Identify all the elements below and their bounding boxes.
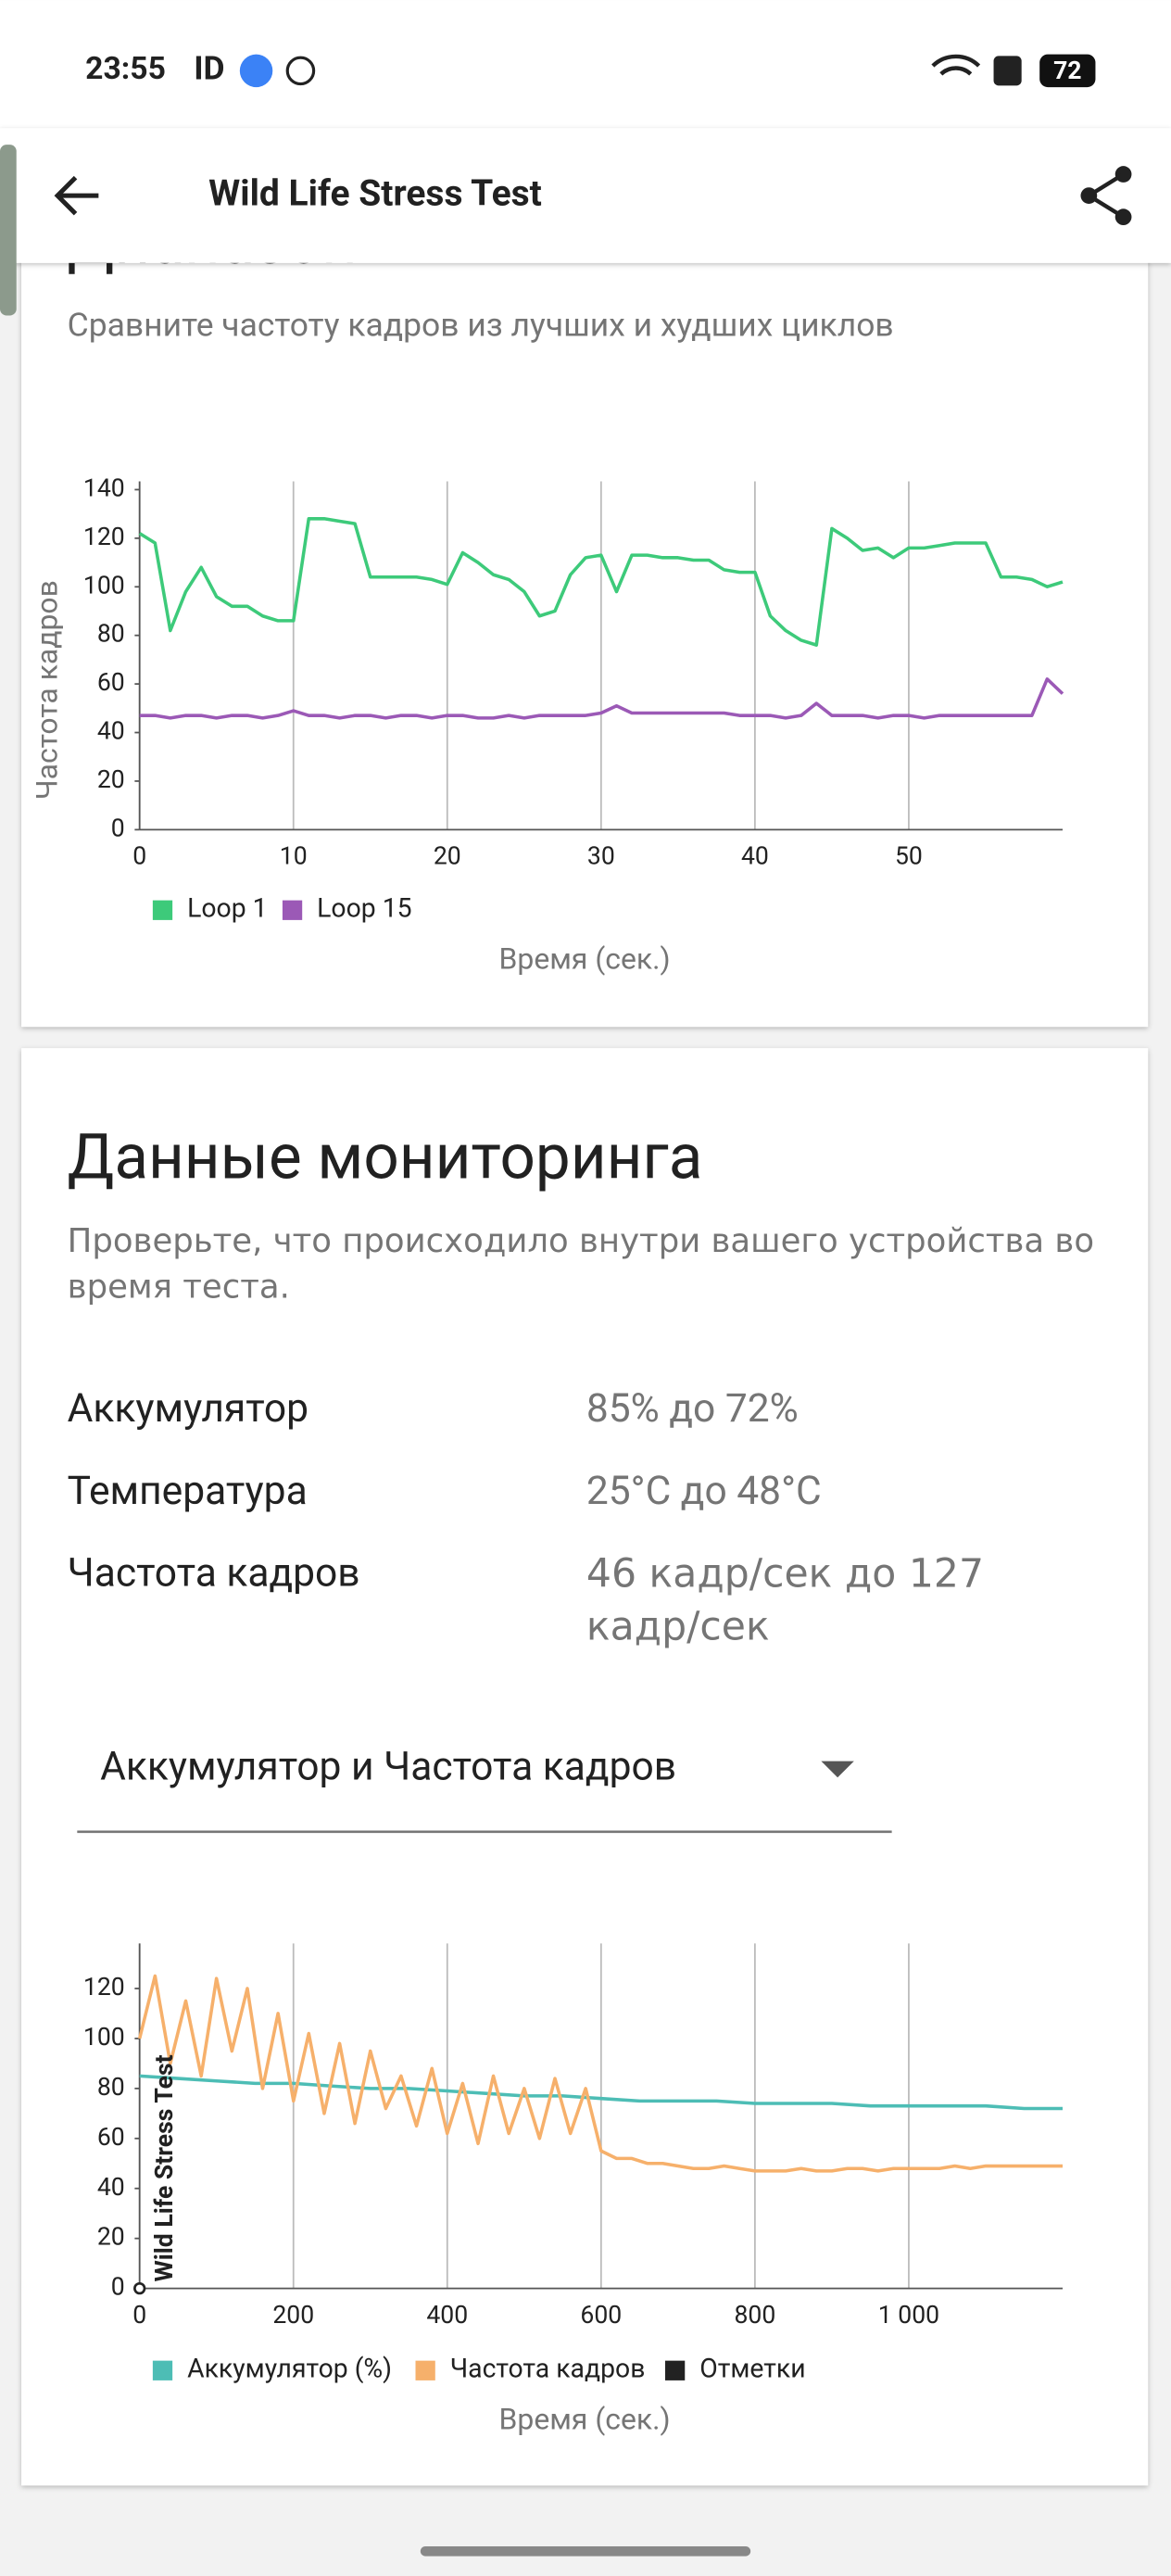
x-tick-label: 30 <box>587 842 615 871</box>
legend-swatch <box>282 900 303 920</box>
marker-point <box>133 2281 146 2295</box>
legend-label: Отметки <box>699 2354 805 2384</box>
y-tick-label: 60 <box>97 668 125 697</box>
legend-swatch <box>415 2360 435 2380</box>
y-tick-label: 40 <box>97 2173 125 2202</box>
home-indicator <box>420 2545 751 2557</box>
x-tick-label: 10 <box>280 842 308 871</box>
status-icon <box>285 56 316 86</box>
dropdown-text[interactable]: Аккумулятор и Частота кадров <box>100 1745 676 1790</box>
battery-level: 72 <box>1053 57 1082 85</box>
annotation: Wild Life Stress Test <box>150 2054 179 2281</box>
monitoring-description: Проверьте, что происходило внутри вашего… <box>67 1220 1095 1307</box>
app-title: Wild Life Stress Test <box>208 171 542 214</box>
y-tick-label: 120 <box>83 1973 125 2001</box>
y-axis-label: Частота кадров <box>30 580 65 800</box>
row-value: 85% до 72% <box>586 1386 799 1432</box>
row-label: Аккумулятор <box>68 1386 308 1432</box>
y-tick-label: 100 <box>83 2023 125 2052</box>
row-label: Частота кадров <box>68 1550 360 1596</box>
x-tick-label: 40 <box>741 842 769 871</box>
y-tick-label: 0 <box>111 814 125 842</box>
wifi-icon <box>931 54 981 76</box>
status-icon <box>993 56 1022 86</box>
legend-label: Частота кадров <box>450 2354 646 2384</box>
y-tick-label: 20 <box>97 2223 125 2252</box>
y-tick-label: 60 <box>97 2123 125 2152</box>
back-button[interactable] <box>54 175 99 216</box>
x-tick-label: 20 <box>434 842 461 871</box>
x-tick-label: 400 <box>426 2301 468 2330</box>
y-tick-label: 20 <box>97 765 125 794</box>
x-tick-label: 200 <box>272 2301 314 2330</box>
data-line <box>137 1974 1063 2173</box>
row-value: 25°C до 48°C <box>586 1469 822 1514</box>
x-tick-label: 0 <box>132 2301 146 2330</box>
x-axis-label: Время (сек.) <box>499 2402 671 2437</box>
status-time: 23:55 <box>85 51 166 87</box>
y-tick-label: 80 <box>97 2073 125 2102</box>
dropdown-arrow[interactable] <box>821 1761 854 1778</box>
y-tick-label: 40 <box>97 717 125 746</box>
x-tick-label: 800 <box>734 2301 775 2330</box>
row-value-box: 46 кадр/сек до 127 кадр/сек <box>586 1550 985 1650</box>
x-tick-label: 50 <box>895 842 923 871</box>
legend-swatch <box>152 2360 173 2380</box>
x-axis-label: Время (сек.) <box>499 941 671 977</box>
range-card <box>21 164 1149 1028</box>
x-tick-label: 600 <box>580 2301 622 2330</box>
status-icon: ID <box>194 49 224 88</box>
y-tick-label: 0 <box>111 2273 125 2302</box>
monitoring-title: Данные мониторинга <box>68 1121 703 1193</box>
x-tick-label: 0 <box>132 842 146 871</box>
app-bar <box>0 128 1171 263</box>
y-tick-label: 140 <box>83 474 125 502</box>
legend-swatch <box>152 900 173 920</box>
y-tick-label: 100 <box>83 571 125 600</box>
row-value: 46 кадр/сек до 127 кадр/сек <box>586 1550 985 1650</box>
legend-label: Loop 1 <box>187 893 268 924</box>
battery-icon <box>1039 54 1096 88</box>
legend-label: Loop 15 <box>317 893 411 924</box>
x-tick-label: 1 000 <box>878 2301 939 2330</box>
legend-swatch <box>664 2360 686 2380</box>
edge-tab <box>0 145 17 316</box>
status-icon <box>239 54 273 88</box>
data-line <box>139 677 1064 720</box>
data-line <box>139 2074 1063 2111</box>
legend-label: Аккумулятор (%) <box>187 2354 392 2384</box>
row-label: Температура <box>68 1469 308 1514</box>
data-line <box>138 517 1064 647</box>
share-button[interactable] <box>1080 166 1132 226</box>
monitoring-description-box: Проверьте, что происходило внутри вашего… <box>67 1220 1095 1307</box>
y-tick-label: 80 <box>97 620 125 649</box>
monitoring-card <box>21 1048 1149 2486</box>
range-description: Сравните частоту кадров из лучших и худш… <box>68 305 894 344</box>
y-tick-label: 120 <box>83 523 125 551</box>
